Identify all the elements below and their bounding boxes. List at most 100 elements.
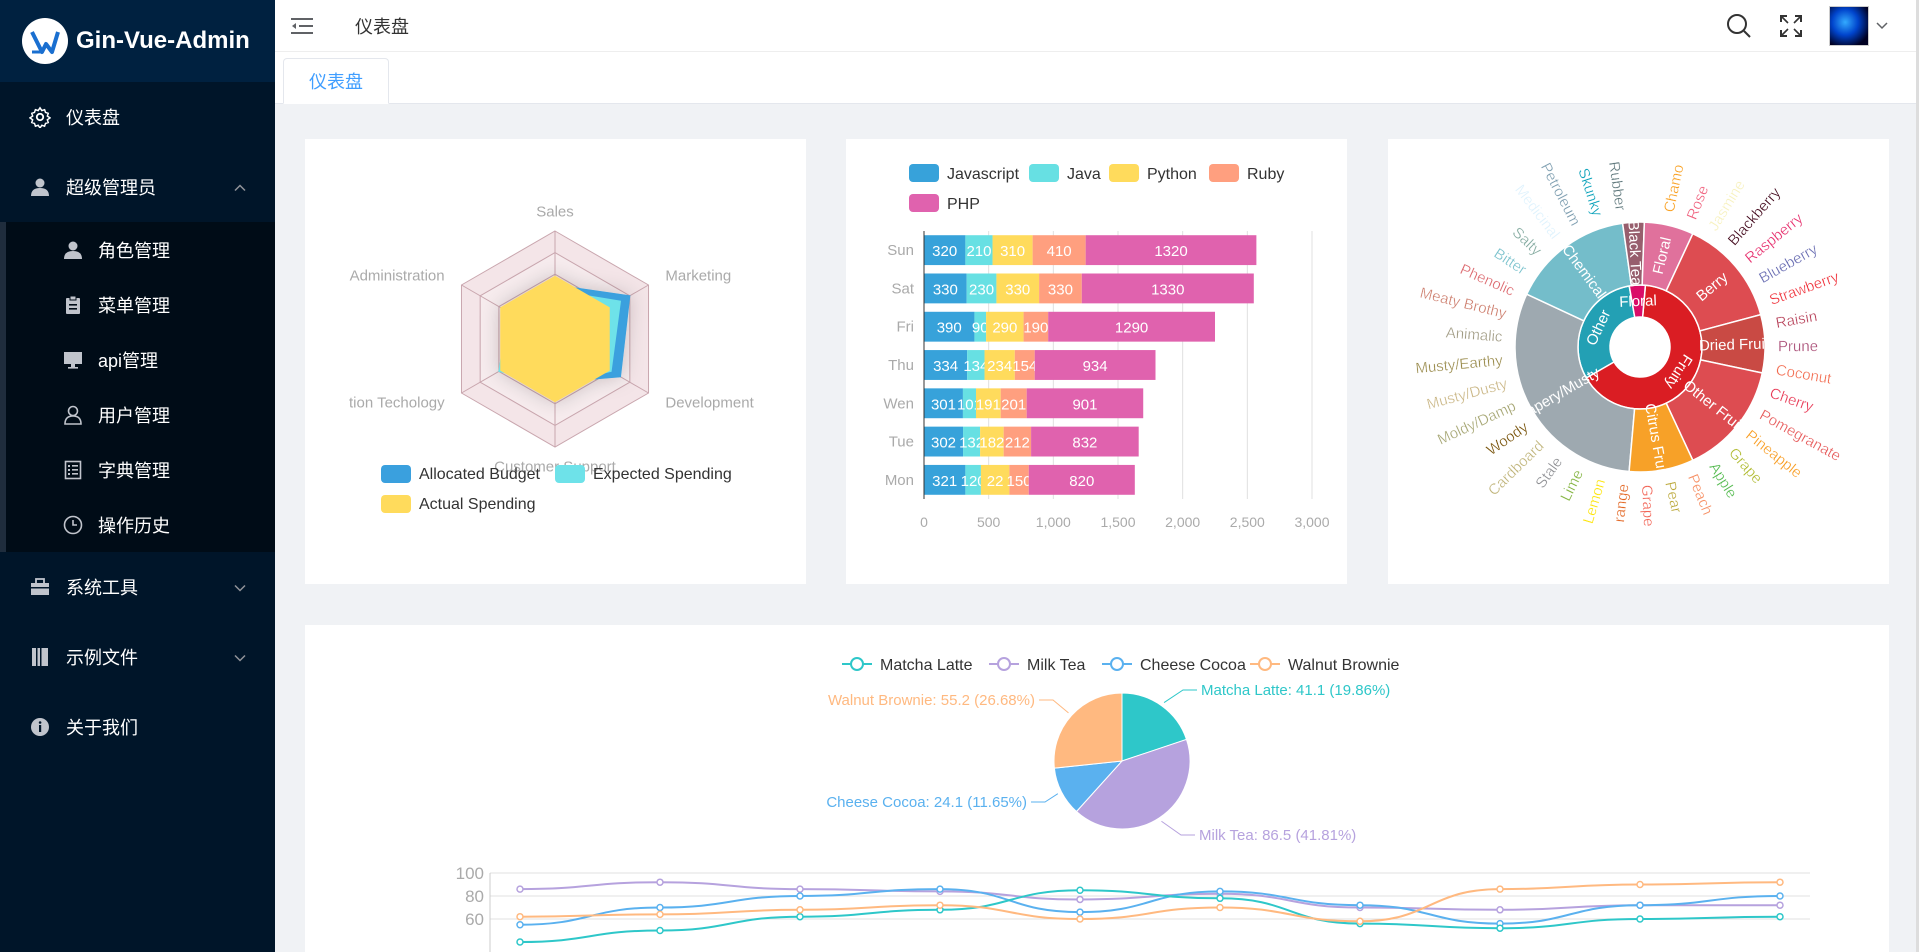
- sunburst-middle-segment[interactable]: [1628, 402, 1694, 473]
- line-point[interactable]: [1776, 878, 1784, 886]
- sidebar-item-about-us[interactable]: 关于我们: [0, 692, 275, 762]
- bar-legend-swatch[interactable]: [1029, 164, 1059, 182]
- bar-segment[interactable]: [924, 273, 967, 304]
- bar-legend-label[interactable]: Python: [1147, 166, 1197, 183]
- bar-segment[interactable]: [992, 235, 1033, 266]
- line-point[interactable]: [1496, 885, 1504, 893]
- pie-legend-marker[interactable]: [1258, 657, 1272, 671]
- line-point[interactable]: [1216, 903, 1224, 912]
- bar-legend-swatch[interactable]: [1109, 164, 1139, 182]
- bar-legend-label[interactable]: Java: [1067, 166, 1101, 183]
- radar-legend-label[interactable]: Expected Spending: [593, 466, 732, 483]
- radar-legend-label[interactable]: Actual Spending: [419, 496, 536, 513]
- line-point[interactable]: [1636, 901, 1644, 909]
- bar-segment[interactable]: [1085, 235, 1257, 266]
- bar-segment[interactable]: [924, 388, 963, 419]
- bar-segment[interactable]: [986, 311, 1024, 342]
- sunburst-middle-segment[interactable]: [1514, 293, 1636, 473]
- search-icon[interactable]: [1725, 12, 1753, 40]
- line-series-path[interactable]: [519, 881, 1781, 923]
- line-point[interactable]: [516, 885, 524, 893]
- line-point[interactable]: [1216, 894, 1224, 903]
- sidebar-item-system-tools[interactable]: 系统工具: [0, 552, 275, 622]
- sidebar-item-role-management[interactable]: 角色管理: [6, 222, 275, 277]
- line-point[interactable]: [656, 878, 664, 886]
- line-point[interactable]: [516, 912, 524, 921]
- bar-legend-label[interactable]: PHP: [947, 196, 980, 213]
- bar-segment[interactable]: [1032, 235, 1086, 266]
- line-series-path[interactable]: [519, 881, 1780, 911]
- sidebar-item-menu-management[interactable]: 菜单管理: [6, 277, 275, 332]
- line-point[interactable]: [1776, 892, 1784, 900]
- bar-segment[interactable]: [962, 388, 976, 419]
- sidebar-item-dashboard[interactable]: 仪表盘: [0, 82, 275, 152]
- bar-segment[interactable]: [1009, 464, 1029, 495]
- bar-segment[interactable]: [1081, 273, 1254, 304]
- bar-segment[interactable]: [1023, 311, 1049, 342]
- pie-slice[interactable]: [1121, 692, 1188, 762]
- line-point[interactable]: [796, 912, 804, 921]
- line-point[interactable]: [1636, 880, 1644, 889]
- pie-legend-marker[interactable]: [997, 657, 1011, 671]
- bar-segment[interactable]: [980, 426, 1004, 457]
- line-point[interactable]: [1076, 886, 1084, 894]
- line-point[interactable]: [1216, 887, 1224, 896]
- bar-segment[interactable]: [924, 426, 964, 457]
- bar-segment[interactable]: [996, 273, 1040, 304]
- bar-segment[interactable]: [1014, 350, 1035, 380]
- bar-legend-swatch[interactable]: [909, 164, 939, 182]
- bar-segment[interactable]: [1000, 388, 1027, 419]
- line-point[interactable]: [796, 906, 804, 914]
- line-point[interactable]: [1076, 915, 1084, 923]
- bar-segment[interactable]: [984, 350, 1015, 380]
- bar-segment[interactable]: [963, 426, 981, 457]
- bar-segment[interactable]: [924, 350, 968, 380]
- line-point[interactable]: [516, 938, 524, 946]
- line-point[interactable]: [656, 903, 664, 912]
- pie-slice[interactable]: [1053, 692, 1123, 769]
- radar-legend-swatch[interactable]: [381, 495, 411, 513]
- line-point[interactable]: [796, 892, 804, 900]
- line-point[interactable]: [1636, 915, 1644, 923]
- pie-legend-marker[interactable]: [850, 657, 864, 671]
- menu-fold-icon[interactable]: [289, 13, 315, 39]
- bar-segment[interactable]: [966, 273, 997, 304]
- bar-segment[interactable]: [1048, 311, 1215, 342]
- line-series-path[interactable]: [519, 888, 1781, 926]
- fullscreen-icon[interactable]: [1777, 12, 1805, 40]
- pie-legend-label[interactable]: Walnut Brownie: [1288, 657, 1400, 674]
- sidebar-item-api-management[interactable]: api管理: [6, 332, 275, 387]
- bar-segment[interactable]: [1031, 426, 1139, 457]
- pie-legend-label[interactable]: Matcha Latte: [880, 657, 973, 674]
- pie-legend-marker[interactable]: [1110, 657, 1124, 671]
- bar-segment[interactable]: [965, 235, 993, 266]
- line-point[interactable]: [796, 885, 804, 893]
- bar-segment[interactable]: [1026, 388, 1144, 419]
- radar-legend-swatch[interactable]: [555, 465, 585, 483]
- line-point[interactable]: [1776, 901, 1784, 909]
- bar-segment[interactable]: [967, 350, 985, 380]
- line-series-path[interactable]: [519, 889, 1781, 943]
- sidebar-item-user-management[interactable]: 用户管理: [6, 387, 275, 442]
- scrollbar-edge[interactable]: [1916, 0, 1919, 952]
- bar-legend-swatch[interactable]: [909, 194, 939, 212]
- line-point[interactable]: [1776, 912, 1784, 921]
- bar-segment[interactable]: [975, 388, 1001, 419]
- bar-legend-swatch[interactable]: [1209, 164, 1239, 182]
- bar-segment[interactable]: [924, 311, 975, 342]
- sidebar-item-super-admin[interactable]: 超级管理员: [0, 152, 275, 222]
- line-point[interactable]: [1076, 908, 1084, 916]
- line-point[interactable]: [936, 901, 944, 909]
- bar-segment[interactable]: [1034, 350, 1156, 380]
- sidebar-item-operation-history[interactable]: 操作历史: [6, 497, 275, 552]
- line-point[interactable]: [656, 926, 664, 935]
- pie-slice[interactable]: [1075, 738, 1191, 830]
- sidebar-item-example-files[interactable]: 示例文件: [0, 622, 275, 692]
- line-point[interactable]: [1496, 924, 1504, 932]
- sidebar-item-dictionary-management[interactable]: 字典管理: [6, 442, 275, 497]
- radar-legend-label[interactable]: Allocated Budget: [419, 466, 541, 483]
- bar-segment[interactable]: [974, 311, 987, 342]
- bar-segment[interactable]: [1039, 273, 1082, 304]
- logo-bar[interactable]: Gin-Vue-Admin: [0, 0, 275, 82]
- tab-dashboard[interactable]: 仪表盘: [283, 58, 389, 104]
